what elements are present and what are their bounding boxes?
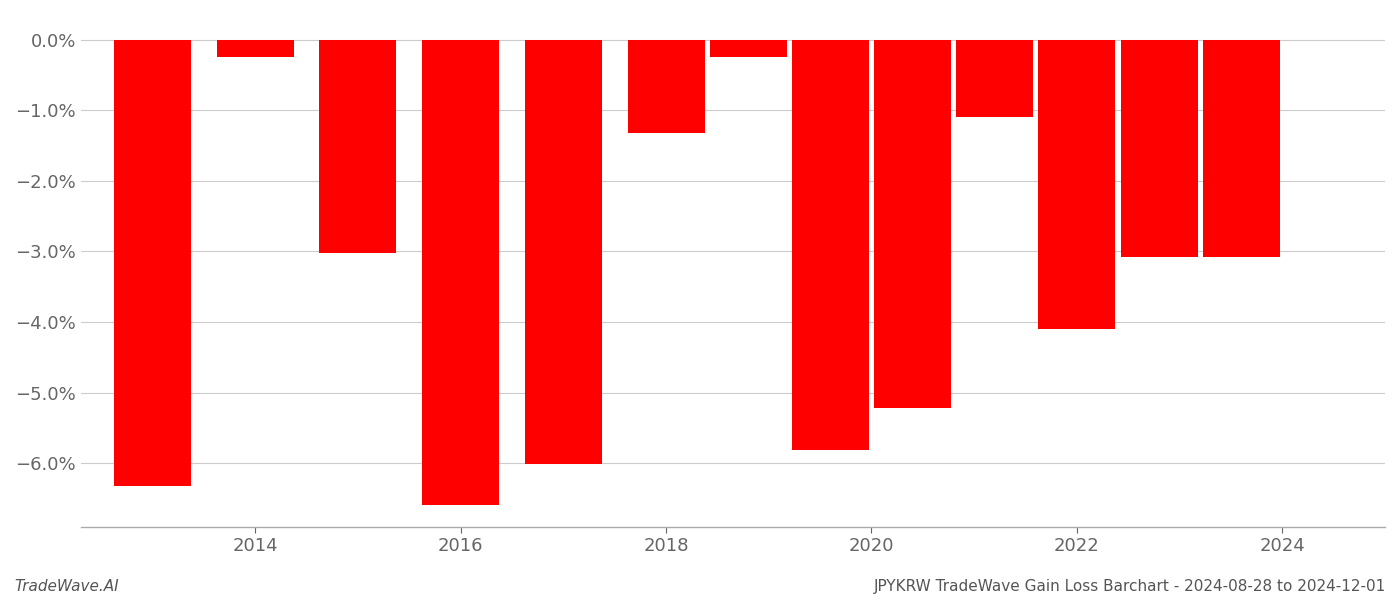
Bar bbox=[1120, 40, 1197, 257]
Bar bbox=[525, 40, 602, 464]
Bar bbox=[423, 40, 500, 505]
Bar bbox=[113, 40, 190, 485]
Text: TradeWave.AI: TradeWave.AI bbox=[14, 579, 119, 594]
Bar bbox=[319, 40, 396, 253]
Bar bbox=[956, 40, 1033, 118]
Text: JPYKRW TradeWave Gain Loss Barchart - 2024-08-28 to 2024-12-01: JPYKRW TradeWave Gain Loss Barchart - 20… bbox=[874, 579, 1386, 594]
Bar bbox=[217, 40, 294, 58]
Bar bbox=[1203, 40, 1280, 257]
Bar bbox=[1039, 40, 1116, 329]
Bar bbox=[710, 40, 787, 58]
Bar bbox=[627, 40, 704, 133]
Bar bbox=[874, 40, 951, 408]
Bar bbox=[792, 40, 869, 451]
